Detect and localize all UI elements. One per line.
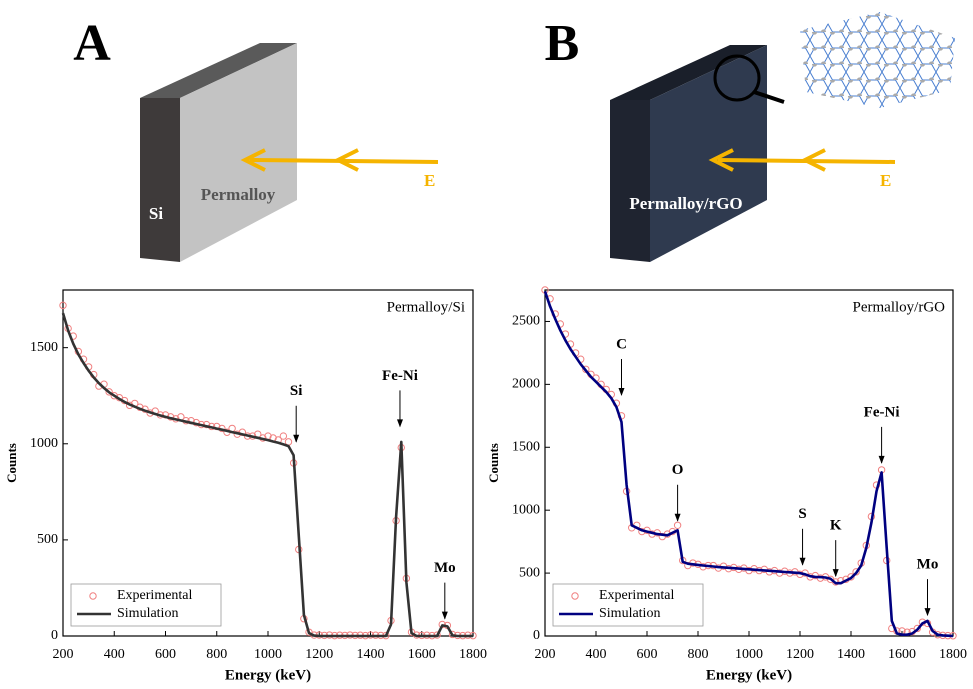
annotation-label: Fe-Ni (382, 368, 418, 384)
data-point (673, 521, 682, 529)
x-tick-label: 200 (53, 647, 74, 662)
data-point (279, 432, 288, 440)
x-axis-label: Energy (keV) (706, 667, 792, 683)
x-tick-label: 600 (637, 647, 658, 662)
arrow-head (618, 387, 625, 396)
y-tick-label: 2500 (512, 314, 540, 329)
beam-label: E (424, 171, 435, 190)
annotation-label: Si (290, 383, 303, 399)
x-tick-label: 1000 (735, 647, 763, 662)
arrow-head (674, 513, 681, 522)
legend-label: Experimental (117, 588, 193, 603)
data-point (852, 568, 860, 576)
arrow-head (878, 455, 885, 464)
y-tick-label: 1500 (30, 340, 58, 355)
data-point (59, 301, 67, 310)
beam-arrow (240, 148, 266, 172)
x-tick-label: 1200 (786, 647, 814, 662)
simulation-line (61, 312, 473, 638)
legend-label: Simulation (599, 606, 660, 621)
layer-label: Permalloy (201, 185, 276, 204)
annotation-label: O (672, 462, 684, 478)
arrow-head (293, 434, 300, 443)
y-tick-label: 1000 (30, 436, 58, 451)
graphene (800, 12, 955, 108)
legend-box (70, 583, 222, 627)
arrow-head (396, 419, 403, 428)
legend-box (552, 583, 704, 627)
data-point (448, 630, 457, 639)
arrow-head (441, 611, 448, 620)
annotation-label: Mo (917, 557, 939, 573)
side-layer (610, 100, 650, 262)
panel-label: B (545, 15, 580, 72)
y-tick-label: 1000 (512, 502, 540, 517)
x-tick-label: 800 (688, 647, 709, 662)
y-tick-label: 0 (51, 628, 58, 643)
legend-marker (89, 592, 97, 600)
y-tick-label: 1500 (512, 439, 540, 454)
x-tick-label: 600 (155, 647, 176, 662)
x-tick-label: 400 (586, 647, 607, 662)
annotation-label: C (616, 336, 627, 352)
arrow-head (924, 608, 931, 617)
annotation-label: S (798, 506, 806, 522)
beam-arrow (333, 148, 359, 172)
legend-label: Experimental (599, 588, 675, 603)
annotation-label: Mo (434, 560, 456, 576)
beam-label: E (880, 171, 891, 190)
slab-top (140, 43, 297, 98)
x-tick-label: 1400 (837, 647, 865, 662)
data-point (913, 624, 921, 633)
y-tick-label: 2000 (512, 377, 540, 392)
data-point (847, 573, 855, 581)
legend-marker (571, 592, 579, 600)
chart-title: Permalloy/Si (387, 299, 465, 315)
y-axis-label: Counts (486, 443, 501, 483)
data-point (110, 392, 118, 400)
layer-label: Si (149, 204, 163, 223)
x-tick-label: 1800 (459, 647, 487, 662)
beam-arrow (708, 148, 734, 172)
annotation-label: K (830, 518, 842, 534)
y-axis-label: Counts (4, 443, 19, 483)
data-point (105, 388, 113, 396)
magnifier (713, 54, 761, 102)
x-tick-label: 800 (206, 647, 227, 662)
x-tick-label: 1000 (254, 647, 282, 662)
chart-title: Permalloy/rGO (853, 299, 946, 315)
arrow-head (832, 569, 839, 578)
magnifier-handle (753, 90, 785, 104)
x-tick-label: 200 (535, 647, 556, 662)
x-tick-label: 1200 (305, 647, 333, 662)
beam-arrow (800, 148, 826, 172)
permalloy-layer (180, 43, 297, 262)
x-tick-label: 1600 (408, 647, 436, 662)
x-tick-label: 400 (104, 647, 125, 662)
panel-label: A (73, 15, 111, 72)
y-tick-label: 500 (37, 532, 58, 547)
x-tick-label: 1800 (939, 647, 967, 662)
y-tick-label: 0 (533, 628, 540, 643)
layer-label: Permalloy/rGO (629, 194, 742, 213)
y-tick-label: 500 (519, 565, 540, 580)
simulation-line (543, 290, 954, 638)
x-axis-label: Energy (keV) (225, 667, 311, 683)
x-tick-label: 1400 (357, 647, 385, 662)
annotation-label: Fe-Ni (864, 404, 900, 420)
si-layer (140, 98, 180, 262)
legend-label: Simulation (117, 606, 178, 621)
x-tick-label: 1600 (888, 647, 916, 662)
arrow-head (799, 557, 806, 566)
